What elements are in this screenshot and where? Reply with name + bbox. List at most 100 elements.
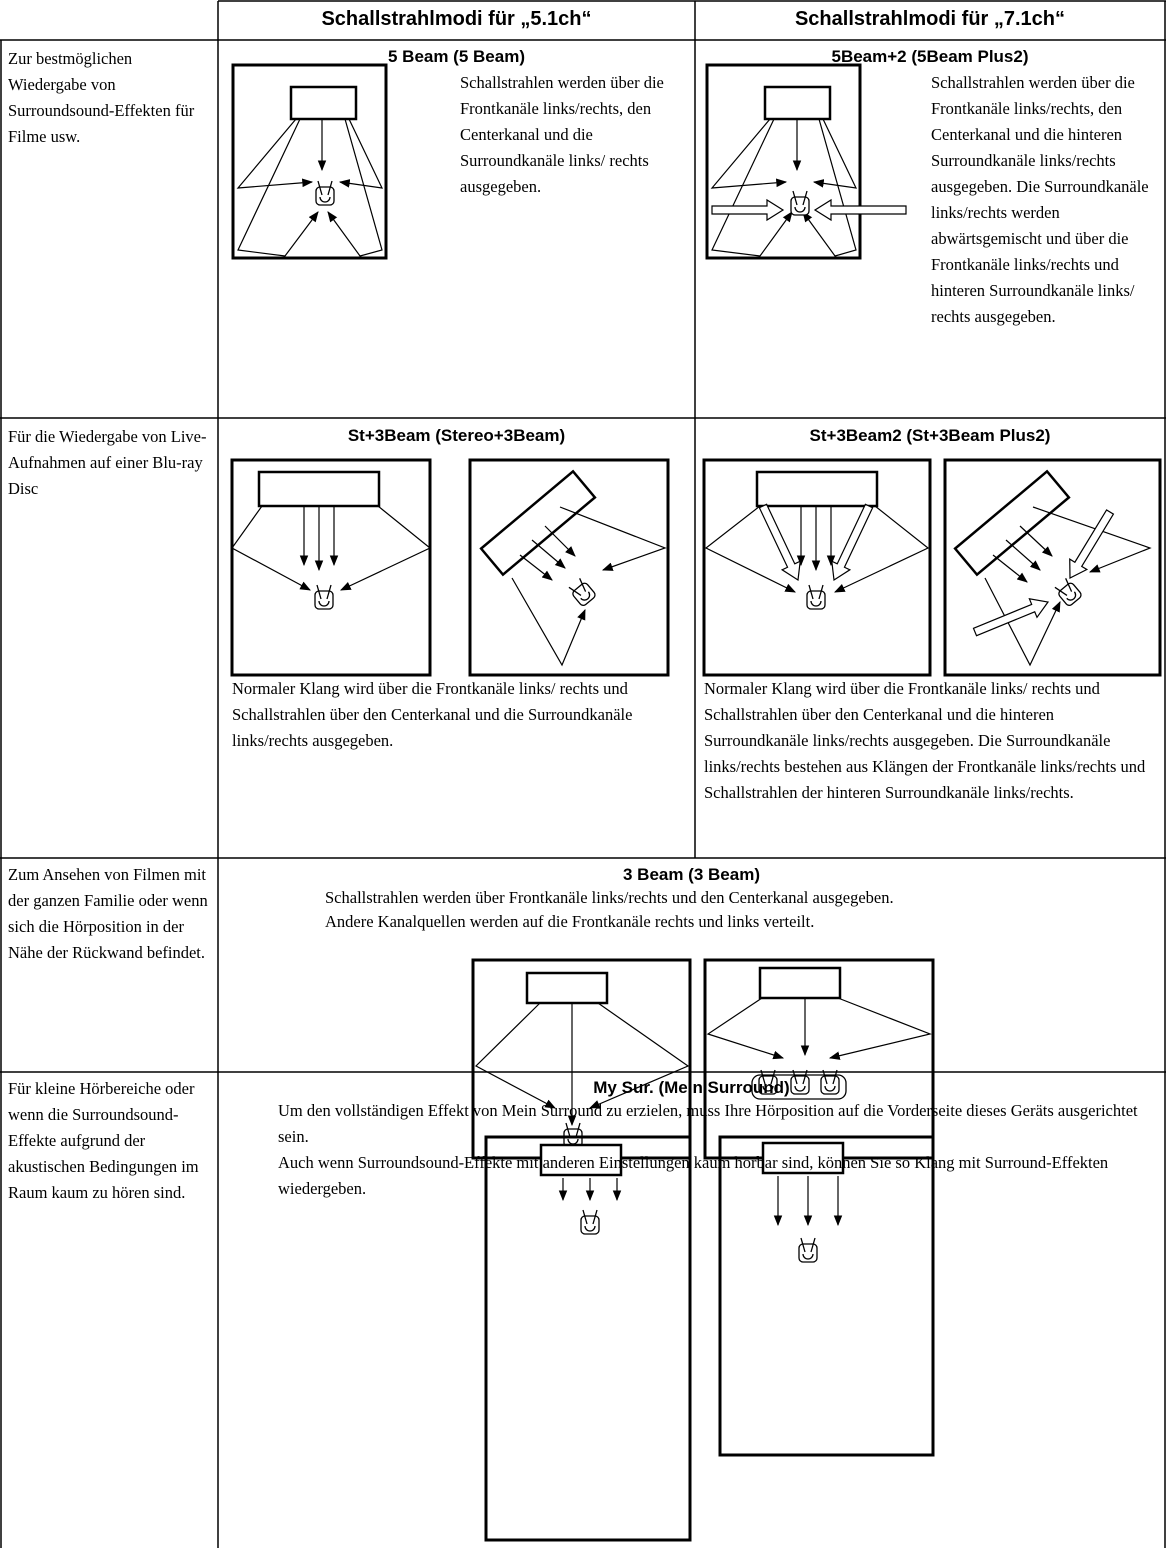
- purpose: Für die Wiedergabe von Live-Aufnahmen au…: [8, 427, 207, 498]
- room: [484, 1135, 692, 1542]
- listener: [758, 1069, 778, 1095]
- paragraph: Um den vollständigen Effekt von Mein Sur…: [278, 1101, 1138, 1146]
- surround-arrow: [758, 503, 801, 582]
- beam-arrow: [519, 554, 553, 581]
- beam-path: [710, 118, 788, 189]
- paragraph: Andere Kanalquellen werden auf die Front…: [325, 912, 815, 931]
- beam-path: [706, 997, 785, 1060]
- paragraph: Schallstrahlen werden über Frontkanäle l…: [325, 888, 894, 907]
- mode-title: St+3Beam (Stereo+3Beam): [347, 426, 566, 445]
- room: [702, 458, 932, 677]
- listener: [820, 1069, 840, 1095]
- sound-bar: [758, 966, 842, 1000]
- listener-body: [822, 1069, 838, 1092]
- beam-arrow: [531, 539, 566, 569]
- beam-path: [704, 505, 796, 593]
- surround-arrow: [831, 503, 874, 582]
- beam-path: [338, 118, 384, 189]
- listener: [790, 1069, 810, 1095]
- beam-path: [984, 577, 1061, 667]
- beam-path: [237, 118, 319, 257]
- room: [718, 1135, 935, 1457]
- beam-path: [834, 505, 930, 593]
- listener: [314, 584, 334, 610]
- beam-path: [589, 1002, 690, 1109]
- paragraph: Schallstrahlen werden über die Frontkanä…: [460, 73, 664, 196]
- beam-arrow: [1019, 525, 1053, 557]
- sound-bar: [763, 85, 832, 121]
- sound-bar: [289, 85, 358, 121]
- beam-path: [1032, 506, 1152, 573]
- listener-body: [760, 1069, 776, 1092]
- sound-bar: [953, 469, 1071, 577]
- listener: [568, 578, 596, 606]
- mode-description: Schallstrahlen werden über die Frontkanä…: [460, 70, 692, 200]
- mode-title: 3 Beam (3 Beam): [622, 865, 760, 884]
- beam-path: [236, 118, 314, 189]
- mode-description: Normaler Klang wird über die Frontkanäle…: [704, 676, 1159, 806]
- purpose: Zum Ansehen von Filmen mit der ganzen Fa…: [8, 865, 208, 962]
- listener: [580, 1209, 600, 1235]
- listener-seat: [572, 582, 596, 606]
- listener: [806, 584, 826, 610]
- listener-body: [568, 578, 591, 601]
- paragraph: Normaler Klang wird über die Frontkanäle…: [232, 679, 633, 750]
- room: [231, 63, 388, 260]
- surround-arrow: [1069, 509, 1115, 579]
- listener-body: [582, 1209, 598, 1232]
- beam-path: [559, 506, 667, 571]
- beam-path: [828, 997, 932, 1060]
- listener-body: [792, 190, 808, 213]
- listener: [790, 190, 810, 216]
- mode-title: 5Beam+2 (5Beam Plus2): [831, 47, 1029, 66]
- room: [943, 458, 1162, 677]
- room: [705, 63, 862, 260]
- listener-body: [316, 584, 332, 607]
- beam-arrow: [544, 525, 576, 557]
- mode-description: Um den vollständigen Effekt von Mein Sur…: [278, 1098, 1158, 1202]
- column-header: Schallstrahlmodi für „7.1ch“: [794, 8, 1066, 30]
- beam-path: [231, 505, 311, 591]
- beam-path: [812, 118, 858, 189]
- sound-bar: [479, 469, 597, 577]
- beam-path: [327, 118, 383, 257]
- listener: [798, 1237, 818, 1263]
- beam-path: [802, 118, 857, 257]
- paragraph: Schallstrahlen werden über die Frontkanä…: [931, 73, 1149, 326]
- room: [230, 458, 432, 677]
- room: [468, 458, 670, 677]
- mode-description: Schallstrahlen werden über die Frontkanä…: [931, 70, 1163, 330]
- beam-arrow: [1005, 539, 1041, 571]
- sound-bar: [257, 470, 381, 508]
- listener-body: [808, 584, 824, 607]
- listener-body: [1054, 578, 1077, 601]
- sound-bar: [755, 470, 879, 508]
- mode-title: My Sur. (Mein Surround): [593, 1078, 790, 1097]
- paragraph: Normaler Klang wird über die Frontkanäle…: [704, 679, 1146, 802]
- beam-path: [340, 505, 432, 591]
- mode-title: St+3Beam2 (St+3Beam Plus2): [809, 426, 1051, 445]
- beam-arrow: [992, 554, 1028, 583]
- listener-seat: [1058, 582, 1082, 606]
- listener: [1054, 578, 1082, 606]
- paragraph: Auch wenn Surroundsound-Effekte mit ande…: [278, 1153, 1109, 1198]
- purpose: Für kleine Hörbereiche oder wenn die Sur…: [8, 1079, 199, 1202]
- beam-path: [511, 577, 586, 667]
- purpose: Zur bestmöglichen Wiedergabe von Surroun…: [8, 49, 195, 146]
- column-header: Schallstrahlmodi für „5.1ch“: [321, 8, 592, 30]
- surround-arrow: [711, 198, 785, 222]
- surround-arrow: [972, 598, 1050, 637]
- surround-arrow: [813, 198, 907, 222]
- mode-description: Schallstrahlen werden über Frontkanäle l…: [325, 886, 1125, 934]
- sound-bar: [525, 971, 609, 1005]
- sound-bar: [761, 1141, 845, 1175]
- sound-bar: [539, 1143, 623, 1177]
- listener-body: [317, 180, 333, 203]
- beam-path: [711, 118, 793, 257]
- listener: [315, 180, 335, 206]
- mode-title: 5 Beam (5 Beam): [387, 47, 525, 66]
- beam-path: [474, 1002, 556, 1109]
